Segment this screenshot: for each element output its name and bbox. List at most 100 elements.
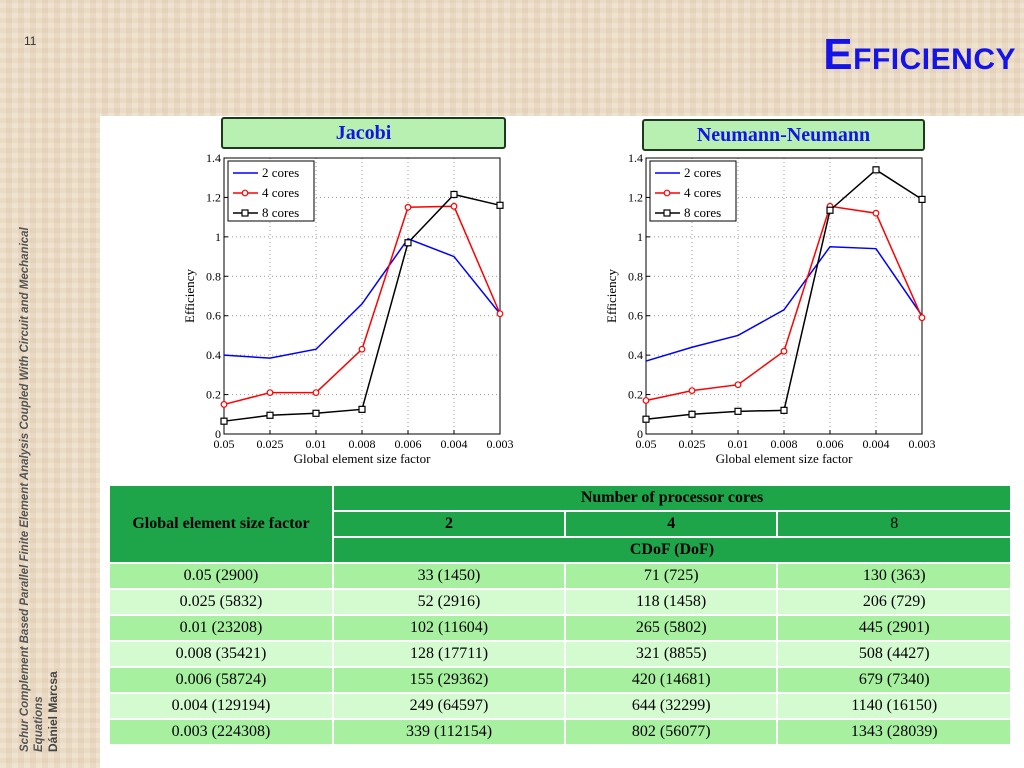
slide-title: EFFICIENCY [823,30,1016,80]
legend-marker [241,189,249,197]
data-point [358,345,366,353]
table-cell: 0.003 (224308) [108,718,334,746]
table-sub-header: CDoF (DoF) [332,536,1012,564]
chart-title-neumann: Neumann-Neumann [642,119,925,151]
y-tick-label: 0.6 [206,309,221,323]
table-cell: 206 (729) [776,588,1012,616]
x-tick-label: 0.008 [771,437,798,451]
y-tick-label: 0.6 [628,309,643,323]
table-row: 0.01 (23208) 102 (11604) 265 (5802) 445 (29… [108,614,1012,642]
data-point [404,239,412,247]
table-col-2-cores: 2 [332,510,566,538]
table-cell: 102 (11604) [332,614,566,642]
x-axis-label: Global element size factor [294,451,431,466]
data-point [688,410,696,418]
table-cell: 802 (56077) [563,718,779,746]
slide-title-rest: FFICIENCY [853,43,1016,76]
data-point [780,347,788,355]
legend-label: 8 cores [262,205,299,220]
y-tick-label: 1.4 [206,151,221,165]
table-corner-header: Global element size factor [108,484,334,564]
table-cell: 155 (29362) [332,666,566,694]
data-point [642,397,650,404]
legend-marker [663,189,671,197]
table-col-4-cores: 4 [563,510,779,538]
y-tick-label: 1.4 [628,151,643,165]
table-cell: 445 (2901) [776,614,1012,642]
y-tick-label: 0.8 [628,269,643,283]
cores-table: Global element size factor Number of pro… [108,484,1012,746]
y-tick-label: 0 [637,427,643,441]
x-tick-label: 0.05 [214,437,235,451]
table-cell: 1343 (28039) [776,718,1012,746]
x-tick-label: 0.004 [441,437,468,451]
table-col-8-cores: 8 [776,510,1012,538]
table-cell: 420 (14681) [563,666,779,694]
jacobi-chart: 0 0.2 0.4 0.6 0.8 1 1.2 1.4 0.05 0.025 0.01 0.008 0.… [182,151,514,466]
table-cell: 0.05 (2900) [108,562,334,590]
legend-marker [663,209,671,217]
table-cell: 0.008 (35421) [108,640,334,668]
series-line-1 [645,205,923,402]
data-point [872,209,880,217]
table-cell: 679 (7340) [776,666,1012,694]
data-point [496,201,504,209]
table-cell: 339 (112154) [332,718,566,746]
table-row: 0.05 (2900) 33 (1450) 71 (725) 130 (363) [108,562,1012,590]
table-cell: 118 (1458) [563,588,779,616]
table-cell: 128 (17711) [332,640,566,668]
table-row: 0.003 (224308) 339 (112154) 802 (56077) 134… [108,718,1012,746]
data-point [872,166,880,174]
y-tick-label: 0.4 [628,348,643,362]
x-tick-label: 0.003 [487,437,514,451]
y-tick-label: 1 [637,230,643,244]
table-cell: 644 (32299) [563,692,779,720]
y-tick-label: 0 [215,427,221,441]
table-cell: 0.01 (23208) [108,614,334,642]
x-tick-label: 0.008 [349,437,376,451]
table-cell: 33 (1450) [332,562,566,590]
table-cell: 52 (2916) [332,588,566,616]
data-point [734,407,742,415]
x-tick-label: 0.025 [257,437,284,451]
legend-label: 8 cores [684,205,721,220]
data-point [826,206,834,214]
table-cell: 265 (5802) [563,614,779,642]
x-tick-label: 0.025 [679,437,706,451]
table-row: 0.004 (129194) 249 (64597) 644 (32299) 1140… [108,692,1012,720]
table-cell: 508 (4427) [776,640,1012,668]
table-cell: 130 (363) [776,562,1012,590]
data-point [450,190,458,199]
table-cell: 321 (8855) [563,640,779,668]
table-row: 0.006 (58724) 155 (29362) 420 (14681) 679 (… [108,666,1012,694]
x-tick-label: 0.006 [817,437,844,451]
y-tick-label: 1.2 [206,190,221,204]
x-tick-label: 0.006 [395,437,422,451]
data-point [918,314,926,322]
data-point [642,415,650,423]
y-axis-label: Efficiency [604,269,619,323]
table-group-header: Number of processor cores [332,484,1012,512]
data-point [312,409,320,417]
table-cell: 1140 (16150) [776,692,1012,720]
x-tick-label: 0.003 [909,437,936,451]
legend-marker [241,209,249,217]
data-point [220,401,228,408]
data-point [450,202,458,210]
table-cell: 0.025 (5832) [108,588,334,616]
legend-label: 2 cores [684,165,721,180]
neumann-chart: 0 0.2 0.4 0.6 0.8 1 1.2 1.4 0.05 0.025 0.01 0.008 0.… [604,151,936,466]
data-point [496,310,504,318]
legend-label: 4 cores [684,185,721,200]
y-tick-label: 1 [215,230,221,244]
data-point [780,406,788,414]
x-tick-label: 0.01 [306,437,327,451]
chart-title-jacobi: Jacobi [221,117,506,149]
data-point [266,389,274,397]
series-line-0 [645,245,923,362]
x-axis-label: Global element size factor [716,451,853,466]
series-line-0 [223,237,501,359]
data-point [688,387,696,395]
table-cell: 0.006 (58724) [108,666,334,694]
data-point [734,381,742,389]
